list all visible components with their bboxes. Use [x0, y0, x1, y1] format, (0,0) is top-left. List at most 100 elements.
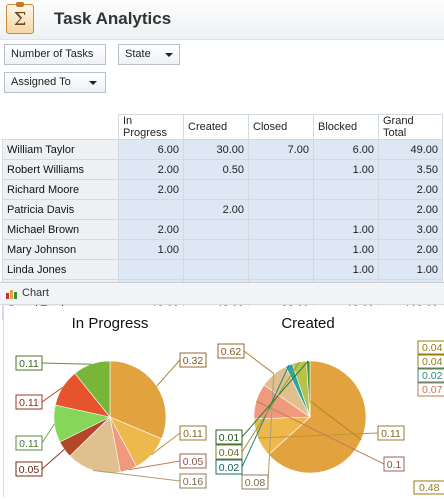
- pivot-cell[interactable]: 1.00: [313, 239, 379, 260]
- pivot-cell[interactable]: 2.00: [118, 159, 184, 180]
- column-field-button[interactable]: State: [118, 44, 180, 65]
- pivot-cell[interactable]: [183, 239, 249, 260]
- pie-label-box: [15, 355, 43, 371]
- pivot-cell[interactable]: 2.00: [378, 239, 443, 260]
- chart-panel: Chart In Progress 0.32 0.11 0.05 0.16 0.05 0.1…: [0, 282, 444, 497]
- pivot-cell[interactable]: [248, 239, 314, 260]
- pie-label-box: [383, 456, 405, 472]
- pivot-cell[interactable]: 2.00: [118, 179, 184, 200]
- data-field-button[interactable]: Number of Tasks: [4, 44, 106, 65]
- pivot-cell[interactable]: 7.00: [248, 139, 314, 160]
- pivot-cell[interactable]: 30.00: [183, 139, 249, 160]
- pivot-cell[interactable]: [248, 219, 314, 240]
- pie-leader-line: [241, 360, 309, 438]
- pivot-cell[interactable]: 2.00: [378, 179, 443, 200]
- legend-label: 0.02: [422, 370, 443, 382]
- pie-label-box: [15, 394, 43, 410]
- pivot-cell[interactable]: [183, 179, 249, 200]
- pie-label: 0.02: [219, 462, 240, 474]
- chart-tab[interactable]: Chart: [0, 283, 444, 305]
- pivot-cell[interactable]: [313, 179, 379, 200]
- pie-leader-line: [41, 387, 63, 403]
- pie-leader-line: [241, 364, 290, 468]
- pivot-grid-area: Number of Tasks State Assigned To In Pro…: [0, 40, 444, 320]
- pivot-cell[interactable]: 1.00: [313, 259, 379, 280]
- row-header[interactable]: Patricia Davis: [2, 199, 119, 220]
- row-header[interactable]: Mary Johnson: [2, 239, 119, 260]
- chart-canvas: In Progress 0.32 0.11 0.05 0.16 0.05 0.11 0.11 0…: [3, 306, 444, 497]
- column-header[interactable]: Created: [183, 114, 249, 140]
- pie-leader-line: [41, 362, 92, 365]
- pie-leader-line: [156, 359, 181, 387]
- pivot-cell[interactable]: 1.00: [313, 219, 379, 240]
- pie-label: 0.16: [183, 476, 204, 488]
- pivot-cell[interactable]: [313, 199, 379, 220]
- column-header[interactable]: Blocked: [313, 114, 379, 140]
- pie-label: 0.1: [387, 459, 402, 471]
- row-header[interactable]: Michael Brown: [2, 219, 119, 240]
- pie-label-box: [179, 453, 207, 469]
- row-header[interactable]: Robert Williams: [2, 159, 119, 180]
- pivot-cell[interactable]: 1.00: [118, 239, 184, 260]
- pivot-cell[interactable]: 2.00: [118, 219, 184, 240]
- pie-leader-line: [241, 361, 300, 453]
- row-field-button[interactable]: Assigned To: [4, 72, 106, 93]
- chevron-down-icon: [165, 53, 173, 57]
- pivot-cell[interactable]: [118, 199, 184, 220]
- row-header[interactable]: William Taylor: [2, 139, 119, 160]
- pivot-cell[interactable]: 3.00: [378, 219, 443, 240]
- pie-leader-line: [128, 460, 181, 471]
- pie-label-box: [215, 429, 243, 445]
- page-title: Task Analytics: [54, 9, 172, 28]
- column-header[interactable]: Grand Total: [378, 114, 443, 140]
- row-header[interactable]: Richard Moore: [2, 179, 119, 200]
- legend-box: [417, 340, 444, 355]
- pie-label-box: [179, 352, 207, 368]
- pie-label-box: [179, 473, 207, 489]
- column-field-label: State: [125, 48, 151, 60]
- bar-chart-icon: [6, 290, 17, 299]
- pivot-cell[interactable]: [183, 259, 249, 280]
- pivot-cell[interactable]: 1.00: [313, 159, 379, 180]
- pie-chart: Created 0.62 0.11 0.1 0.08 0.02 0.04 0.01: [215, 315, 405, 490]
- pivot-cell[interactable]: 6.00: [313, 139, 379, 160]
- row-field-label: Assigned To: [11, 76, 71, 88]
- column-header[interactable]: In Progress: [118, 114, 184, 140]
- row-header[interactable]: Linda Jones: [2, 259, 119, 280]
- pie-charts: In Progress 0.32 0.11 0.05 0.16 0.05 0.11 0.11 0…: [15, 315, 444, 495]
- pivot-cell[interactable]: 0.50: [183, 159, 249, 180]
- legend-box: [417, 368, 444, 383]
- pivot-cell[interactable]: 2.00: [378, 199, 443, 220]
- pivot-row: Richard Moore 2.00 2.00: [2, 179, 443, 200]
- chart-title: In Progress: [72, 315, 149, 332]
- data-field-label: Number of Tasks: [11, 48, 94, 60]
- pie-label: 0.11: [19, 358, 39, 370]
- pivot-cell[interactable]: 3.50: [378, 159, 443, 180]
- sigma-icon: Σ: [6, 2, 34, 34]
- pie-label: 0.62: [221, 346, 242, 358]
- legend-label: 0.04: [422, 356, 443, 368]
- pivot-row: Patricia Davis 2.00 2.00: [2, 199, 443, 220]
- pie-leader-line: [41, 449, 65, 470]
- pie-label: 0.01: [219, 432, 240, 444]
- pivot-cell[interactable]: [248, 199, 314, 220]
- pie-leader-line: [258, 432, 379, 439]
- pivot-row: Michael Brown 2.00 1.00 3.00: [2, 219, 443, 240]
- pivot-cell[interactable]: [248, 179, 314, 200]
- legend-label: 0.04: [422, 342, 443, 354]
- pivot-cell[interactable]: [118, 259, 184, 280]
- pivot-cell[interactable]: 2.00: [183, 199, 249, 220]
- pie-leader-line: [151, 432, 181, 456]
- pivot-cell[interactable]: 1.00: [378, 259, 443, 280]
- pie-label-box: [217, 343, 245, 359]
- pivot-cell[interactable]: 49.00: [378, 139, 443, 160]
- chevron-down-icon: [89, 81, 97, 85]
- legend-box: [417, 382, 444, 397]
- pivot-cell[interactable]: [183, 219, 249, 240]
- pivot-cell[interactable]: 6.00: [118, 139, 184, 160]
- pie-label: 0.32: [183, 355, 204, 367]
- chart-title: Created: [281, 315, 334, 332]
- column-header[interactable]: Closed: [248, 114, 314, 140]
- pivot-cell[interactable]: [248, 259, 314, 280]
- pivot-cell[interactable]: [248, 159, 314, 180]
